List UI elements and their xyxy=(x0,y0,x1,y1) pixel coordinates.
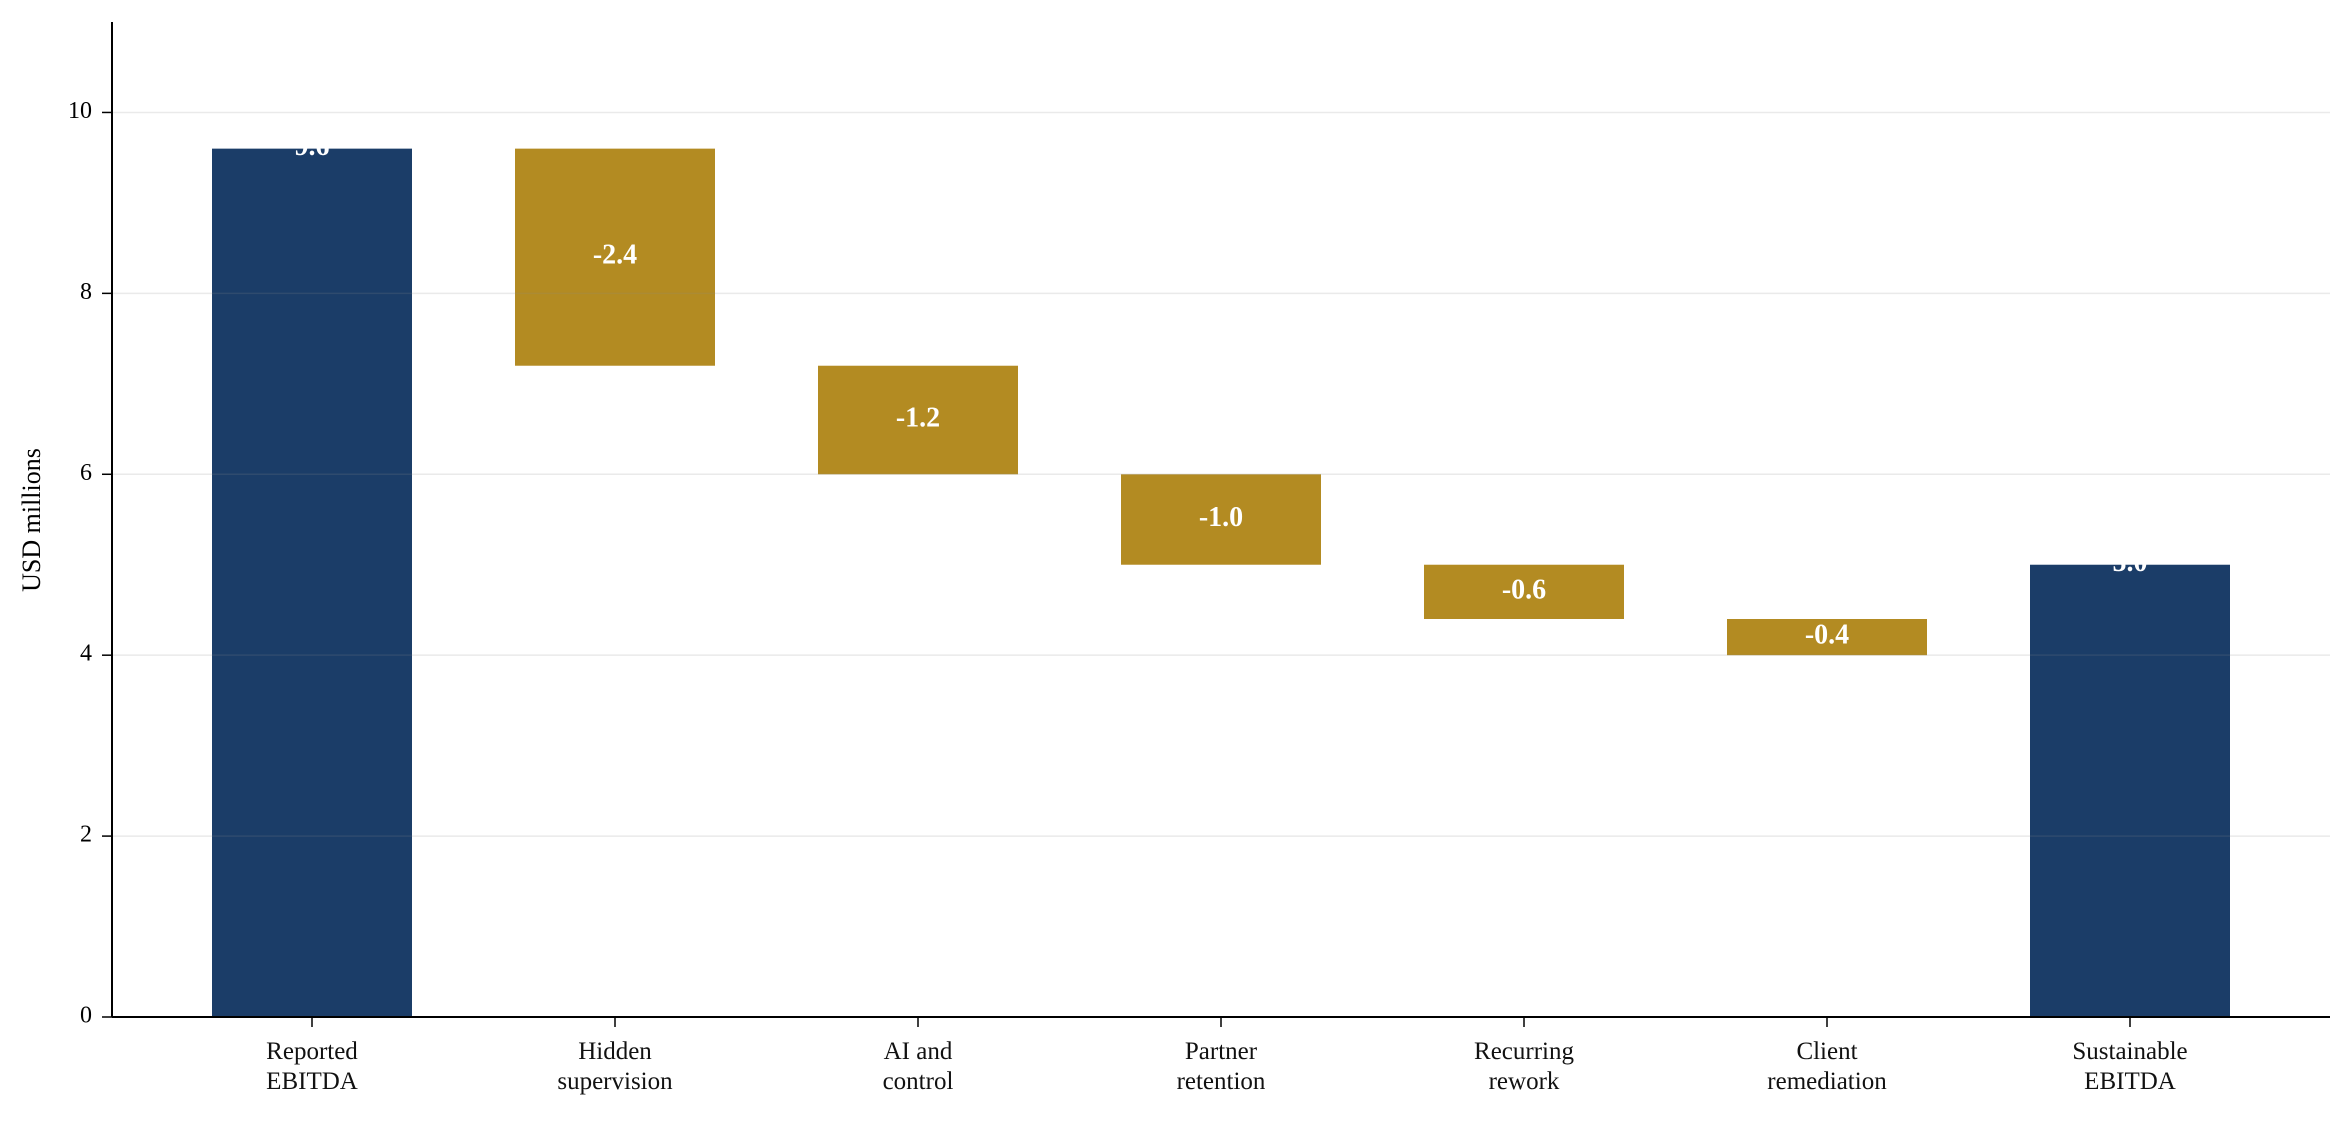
y-tick-label: 10 xyxy=(68,98,92,124)
y-tick-label: 8 xyxy=(80,279,92,305)
value-label: 5.0 xyxy=(2113,547,2148,578)
value-label: 9.6 xyxy=(295,131,330,162)
y-tick-label: 6 xyxy=(80,460,92,486)
delta-bar xyxy=(1727,619,1927,656)
value-label: -0.4 xyxy=(1805,620,1849,651)
x-tick-label: AI and control xyxy=(882,1038,954,1095)
value-label: -1.0 xyxy=(1199,502,1243,533)
value-label: -0.6 xyxy=(1502,574,1546,605)
delta-bar xyxy=(515,148,715,366)
x-tick-label: Hidden supervision xyxy=(557,1038,673,1095)
delta-bar xyxy=(818,365,1018,475)
total-bar xyxy=(212,148,412,1018)
total-bar xyxy=(2030,564,2230,1017)
value-label: -1.2 xyxy=(896,402,940,433)
delta-bar xyxy=(1424,564,1624,619)
value-label: -2.4 xyxy=(593,240,637,271)
x-tick-label: Client remediation xyxy=(1767,1038,1887,1095)
y-axis-label: USD millions xyxy=(17,448,46,592)
x-tick-label: Partner retention xyxy=(1176,1038,1266,1095)
x-tick-label: Recurring rework xyxy=(1474,1038,1574,1095)
x-tick-label: Sustainable EBITDA xyxy=(2072,1038,2188,1095)
y-tick-label: 0 xyxy=(80,1003,92,1029)
x-tick-label: Reported EBITDA xyxy=(266,1038,358,1095)
delta-bar xyxy=(1121,474,1321,565)
y-tick-label: 4 xyxy=(80,641,92,667)
y-tick-label: 2 xyxy=(80,822,92,848)
